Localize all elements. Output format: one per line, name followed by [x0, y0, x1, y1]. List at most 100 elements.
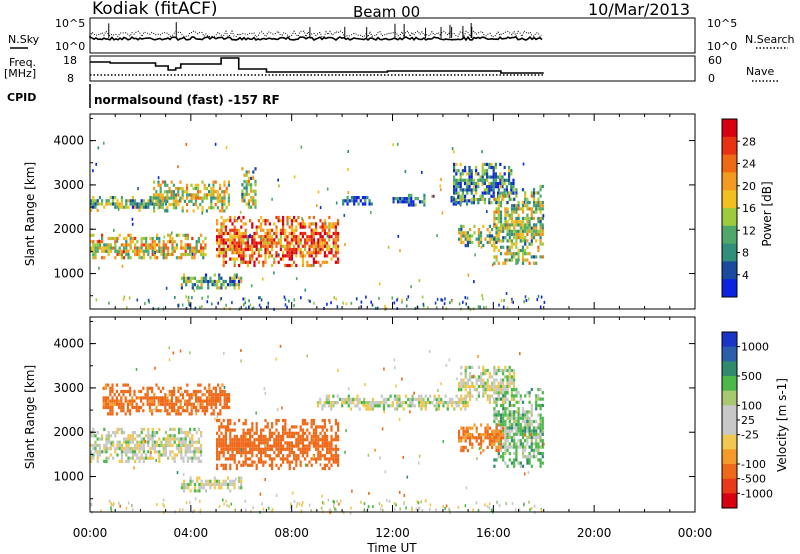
- heatmap-cell: [532, 236, 536, 240]
- heatmap-cell: [134, 450, 137, 454]
- heatmap-cell: [131, 236, 134, 241]
- heatmap-cell: [156, 443, 159, 447]
- heatmap-cell: [337, 260, 340, 264]
- heatmap-cell: [477, 197, 480, 202]
- heatmap-cell: [179, 180, 182, 184]
- heatmap-cell: [321, 454, 324, 458]
- heatmap-cell: [231, 222, 234, 226]
- heatmap-cell: [322, 501, 325, 505]
- heatmap-cell: [317, 241, 320, 245]
- heatmap-cell: [492, 194, 495, 198]
- heatmap-cell: [240, 349, 242, 352]
- heatmap-cell: [224, 425, 227, 429]
- heatmap-cell: [493, 391, 496, 395]
- heatmap-cell: [499, 172, 502, 176]
- heatmap-cell: [279, 244, 282, 248]
- heatmap-cell: [495, 403, 498, 408]
- heatmap-cell: [255, 425, 258, 429]
- heatmap-cell: [253, 431, 256, 435]
- heatmap-cell: [361, 202, 365, 206]
- heatmap-cell: [469, 372, 472, 376]
- heatmap-cell: [96, 249, 99, 253]
- heatmap-cell: [537, 294, 540, 298]
- heatmap-cell: [262, 263, 265, 268]
- heatmap-cell: [222, 418, 225, 423]
- heatmap-cell: [517, 426, 520, 430]
- heatmap-cell: [140, 453, 143, 457]
- heatmap-cell: [157, 183, 160, 187]
- heatmap-cell: [486, 433, 489, 437]
- heatmap-cell: [231, 479, 234, 483]
- heatmap-cell: [363, 404, 366, 408]
- ytick-label: 1000: [53, 267, 84, 281]
- heatmap-cell: [153, 393, 156, 397]
- heatmap-cell: [505, 292, 508, 295]
- heatmap-cell: [142, 249, 145, 253]
- heatmap-cell: [517, 461, 520, 465]
- heatmap-cell: [515, 245, 518, 249]
- heatmap-cell: [464, 381, 467, 385]
- heatmap-cell: [216, 196, 219, 200]
- heatmap-cell: [233, 244, 236, 248]
- heatmap-cell: [138, 208, 141, 212]
- heatmap-cell: [282, 219, 285, 223]
- heatmap-cell: [246, 428, 249, 432]
- heatmap-cell: [90, 456, 93, 460]
- heatmap-cell: [105, 450, 108, 454]
- heatmap-cell: [337, 222, 340, 226]
- heatmap-cell: [488, 234, 491, 238]
- heatmap-cell: [129, 412, 132, 416]
- heatmap-cell: [393, 407, 397, 411]
- heatmap-cell: [260, 222, 263, 226]
- heatmap-cell: [229, 428, 232, 432]
- heatmap-cell: [220, 247, 223, 252]
- heatmap-cell: [469, 234, 472, 238]
- heatmap-cell: [510, 381, 513, 385]
- heatmap-cell: [193, 440, 196, 444]
- heatmap-cell: [255, 422, 258, 426]
- heatmap-cell: [129, 233, 132, 237]
- heatmap-cell: [465, 202, 469, 206]
- heatmap-cell: [252, 306, 255, 310]
- heatmap-cell: [145, 440, 148, 444]
- heatmap-cell: [451, 397, 454, 401]
- heatmap-cell: [228, 396, 231, 400]
- heatmap-cell: [277, 238, 280, 242]
- heatmap-cell: [491, 433, 494, 437]
- heatmap-cell: [530, 435, 533, 440]
- heatmap-cell: [208, 383, 211, 387]
- heatmap-cell: [535, 442, 538, 446]
- heatmap-cell: [90, 246, 93, 250]
- heatmap-cell: [506, 448, 509, 452]
- heatmap-cell: [217, 399, 220, 403]
- heatmap-cell: [192, 393, 195, 397]
- heatmap-cell: [124, 396, 127, 400]
- heatmap-cell: [301, 251, 304, 255]
- heatmap-cell: [244, 422, 247, 426]
- heatmap-cell: [127, 256, 130, 260]
- heatmap-cell: [502, 223, 505, 227]
- heatmap-cell: [222, 498, 224, 502]
- heatmap-cell: [133, 405, 136, 410]
- heatmap-cell: [513, 435, 516, 440]
- heatmap-cell: [275, 251, 278, 255]
- heatmap-cell: [158, 456, 161, 460]
- heatmap-cell: [455, 394, 458, 398]
- heatmap-cell: [393, 507, 396, 511]
- heatmap-cell: [504, 432, 507, 436]
- heatmap-cell: [122, 393, 125, 397]
- heatmap-cell: [120, 427, 123, 431]
- heatmap-cell: [502, 368, 505, 373]
- heatmap-cell: [486, 175, 489, 179]
- heatmap-cell: [398, 404, 401, 408]
- heatmap-cell: [334, 418, 337, 423]
- heatmap-cell: [492, 165, 495, 170]
- heatmap-cell: [459, 397, 463, 401]
- heatmap-cell: [245, 186, 248, 190]
- heatmap-cell: [506, 439, 509, 443]
- heatmap-cell: [131, 440, 134, 444]
- heatmap-cell: [526, 423, 529, 427]
- heatmap-cell: [282, 428, 285, 432]
- heatmap-cell: [167, 443, 170, 447]
- heatmap-cell: [242, 450, 245, 455]
